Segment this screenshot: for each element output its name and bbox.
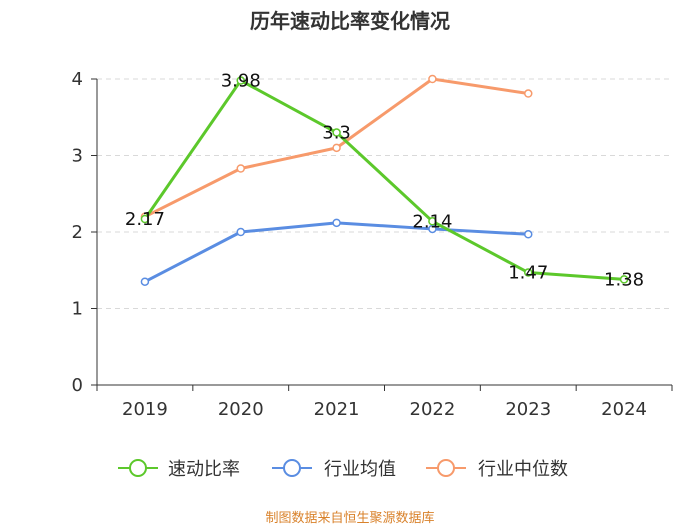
y-tick-label: 4 bbox=[72, 69, 83, 90]
x-tick-label: 2024 bbox=[601, 399, 647, 420]
legend[interactable]: 速动比率 行业均值 行业中位数 bbox=[118, 459, 568, 480]
y-tick-label: 3 bbox=[72, 146, 83, 167]
data-point[interactable] bbox=[524, 268, 533, 277]
data-point[interactable] bbox=[619, 275, 629, 284]
data-label: 2.17 bbox=[125, 209, 165, 230]
legend-item-0[interactable]: 速动比率 bbox=[118, 459, 240, 480]
data-point[interactable] bbox=[332, 218, 341, 228]
label-layer: 2.17 3.98 3.3 2.14 1.47 1.38 bbox=[125, 71, 644, 291]
data-point[interactable] bbox=[332, 128, 341, 137]
data-point[interactable] bbox=[236, 164, 245, 173]
series-layer bbox=[140, 74, 629, 286]
data-point[interactable] bbox=[140, 277, 150, 286]
data-label: 1.38 bbox=[604, 269, 644, 290]
axis-layer: 0 1 2 3 4 2019 2020 2021 2022 2023 2024 bbox=[72, 69, 673, 420]
legend-item-1[interactable]: 行业均值 bbox=[272, 459, 396, 480]
legend-marker bbox=[129, 459, 147, 477]
data-point[interactable] bbox=[524, 230, 533, 239]
series-line-1 bbox=[144, 221, 529, 284]
data-label: 1.47 bbox=[508, 263, 548, 284]
y-tick-label: 0 bbox=[72, 375, 83, 396]
legend-label: 速动比率 bbox=[168, 459, 240, 480]
x-tick-label: 2020 bbox=[218, 399, 264, 420]
grid-layer bbox=[97, 78, 672, 309]
data-point[interactable] bbox=[140, 214, 150, 224]
legend-marker bbox=[283, 459, 301, 477]
data-point[interactable] bbox=[236, 76, 245, 85]
legend-label: 行业均值 bbox=[324, 459, 396, 480]
data-label: 3.3 bbox=[322, 123, 351, 144]
y-tick-label: 2 bbox=[72, 222, 83, 243]
chart-title: 历年速动比率变化情况 bbox=[250, 9, 450, 33]
data-point[interactable] bbox=[428, 217, 437, 226]
source-footer: 制图数据来自恒生聚源数据库 bbox=[265, 510, 434, 525]
data-point[interactable] bbox=[332, 143, 341, 153]
x-tick-label: 2021 bbox=[314, 399, 360, 420]
legend-item-2[interactable]: 行业中位数 bbox=[426, 459, 568, 480]
data-label: 3.98 bbox=[221, 71, 261, 92]
x-tick-label: 2022 bbox=[410, 399, 456, 420]
x-tick-label: 2023 bbox=[505, 399, 551, 420]
data-point[interactable] bbox=[524, 89, 533, 98]
series-line-0 bbox=[143, 79, 625, 281]
x-tick-label: 2019 bbox=[122, 399, 168, 420]
legend-marker bbox=[437, 459, 455, 477]
y-tick-label: 1 bbox=[72, 299, 83, 320]
data-label: 2.14 bbox=[412, 211, 452, 232]
data-point[interactable] bbox=[236, 227, 245, 237]
legend-label: 行业中位数 bbox=[478, 459, 568, 480]
data-point[interactable] bbox=[428, 74, 437, 84]
